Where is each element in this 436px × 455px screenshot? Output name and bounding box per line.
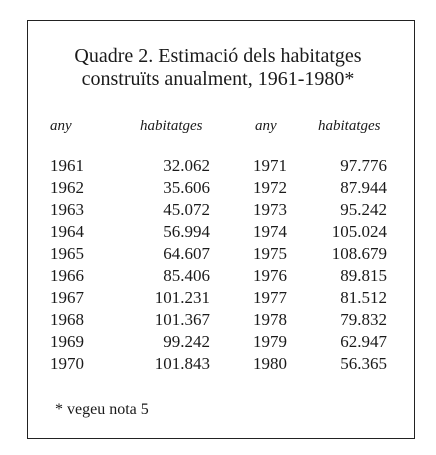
year-cell: 1966 <box>50 266 84 285</box>
year-cell: 1970 <box>50 354 84 373</box>
column-header: habitatges <box>318 118 381 134</box>
value-cell: 64.607 <box>163 244 210 263</box>
year-cell: 1969 <box>50 332 84 351</box>
value-cell: 35.606 <box>163 178 210 197</box>
year-cell: 1979 <box>253 332 287 351</box>
value-cell: 95.242 <box>340 200 387 219</box>
value-cell: 89.815 <box>340 266 387 285</box>
column-header: habitatges <box>140 118 203 134</box>
value-cell: 101.843 <box>154 354 210 373</box>
year-cell: 1978 <box>253 310 287 329</box>
table-frame <box>27 20 415 439</box>
value-cell: 32.062 <box>163 156 210 175</box>
value-cell: 56.994 <box>163 222 210 241</box>
year-cell: 1975 <box>253 244 287 263</box>
title-line: construïts anualment, 1961-1980* <box>81 68 355 90</box>
value-cell: 108.679 <box>331 244 387 263</box>
value-cell: 99.242 <box>163 332 210 351</box>
year-cell: 1961 <box>50 156 84 175</box>
footnote: * vegeu nota 5 <box>55 401 149 418</box>
year-cell: 1965 <box>50 244 84 263</box>
column-header: any <box>50 118 72 134</box>
year-cell: 1974 <box>253 222 287 241</box>
column-header: any <box>255 118 277 134</box>
year-cell: 1976 <box>253 266 287 285</box>
value-cell: 101.367 <box>154 310 210 329</box>
value-cell: 56.365 <box>340 354 387 373</box>
value-cell: 79.832 <box>340 310 387 329</box>
year-cell: 1973 <box>253 200 287 219</box>
value-cell: 97.776 <box>340 156 387 175</box>
year-cell: 1967 <box>50 288 84 307</box>
value-cell: 101.231 <box>154 288 210 307</box>
value-cell: 45.072 <box>163 200 210 219</box>
value-cell: 87.944 <box>340 178 387 197</box>
year-cell: 1962 <box>50 178 84 197</box>
title-line: Quadre 2. Estimació dels habitatges <box>74 45 362 67</box>
year-cell: 1980 <box>253 354 287 373</box>
year-cell: 1977 <box>253 288 287 307</box>
year-cell: 1968 <box>50 310 84 329</box>
year-cell: 1963 <box>50 200 84 219</box>
year-cell: 1971 <box>253 156 287 175</box>
year-cell: 1972 <box>253 178 287 197</box>
year-cell: 1964 <box>50 222 84 241</box>
value-cell: 105.024 <box>331 222 387 241</box>
value-cell: 85.406 <box>163 266 210 285</box>
value-cell: 81.512 <box>340 288 387 307</box>
value-cell: 62.947 <box>340 332 387 351</box>
